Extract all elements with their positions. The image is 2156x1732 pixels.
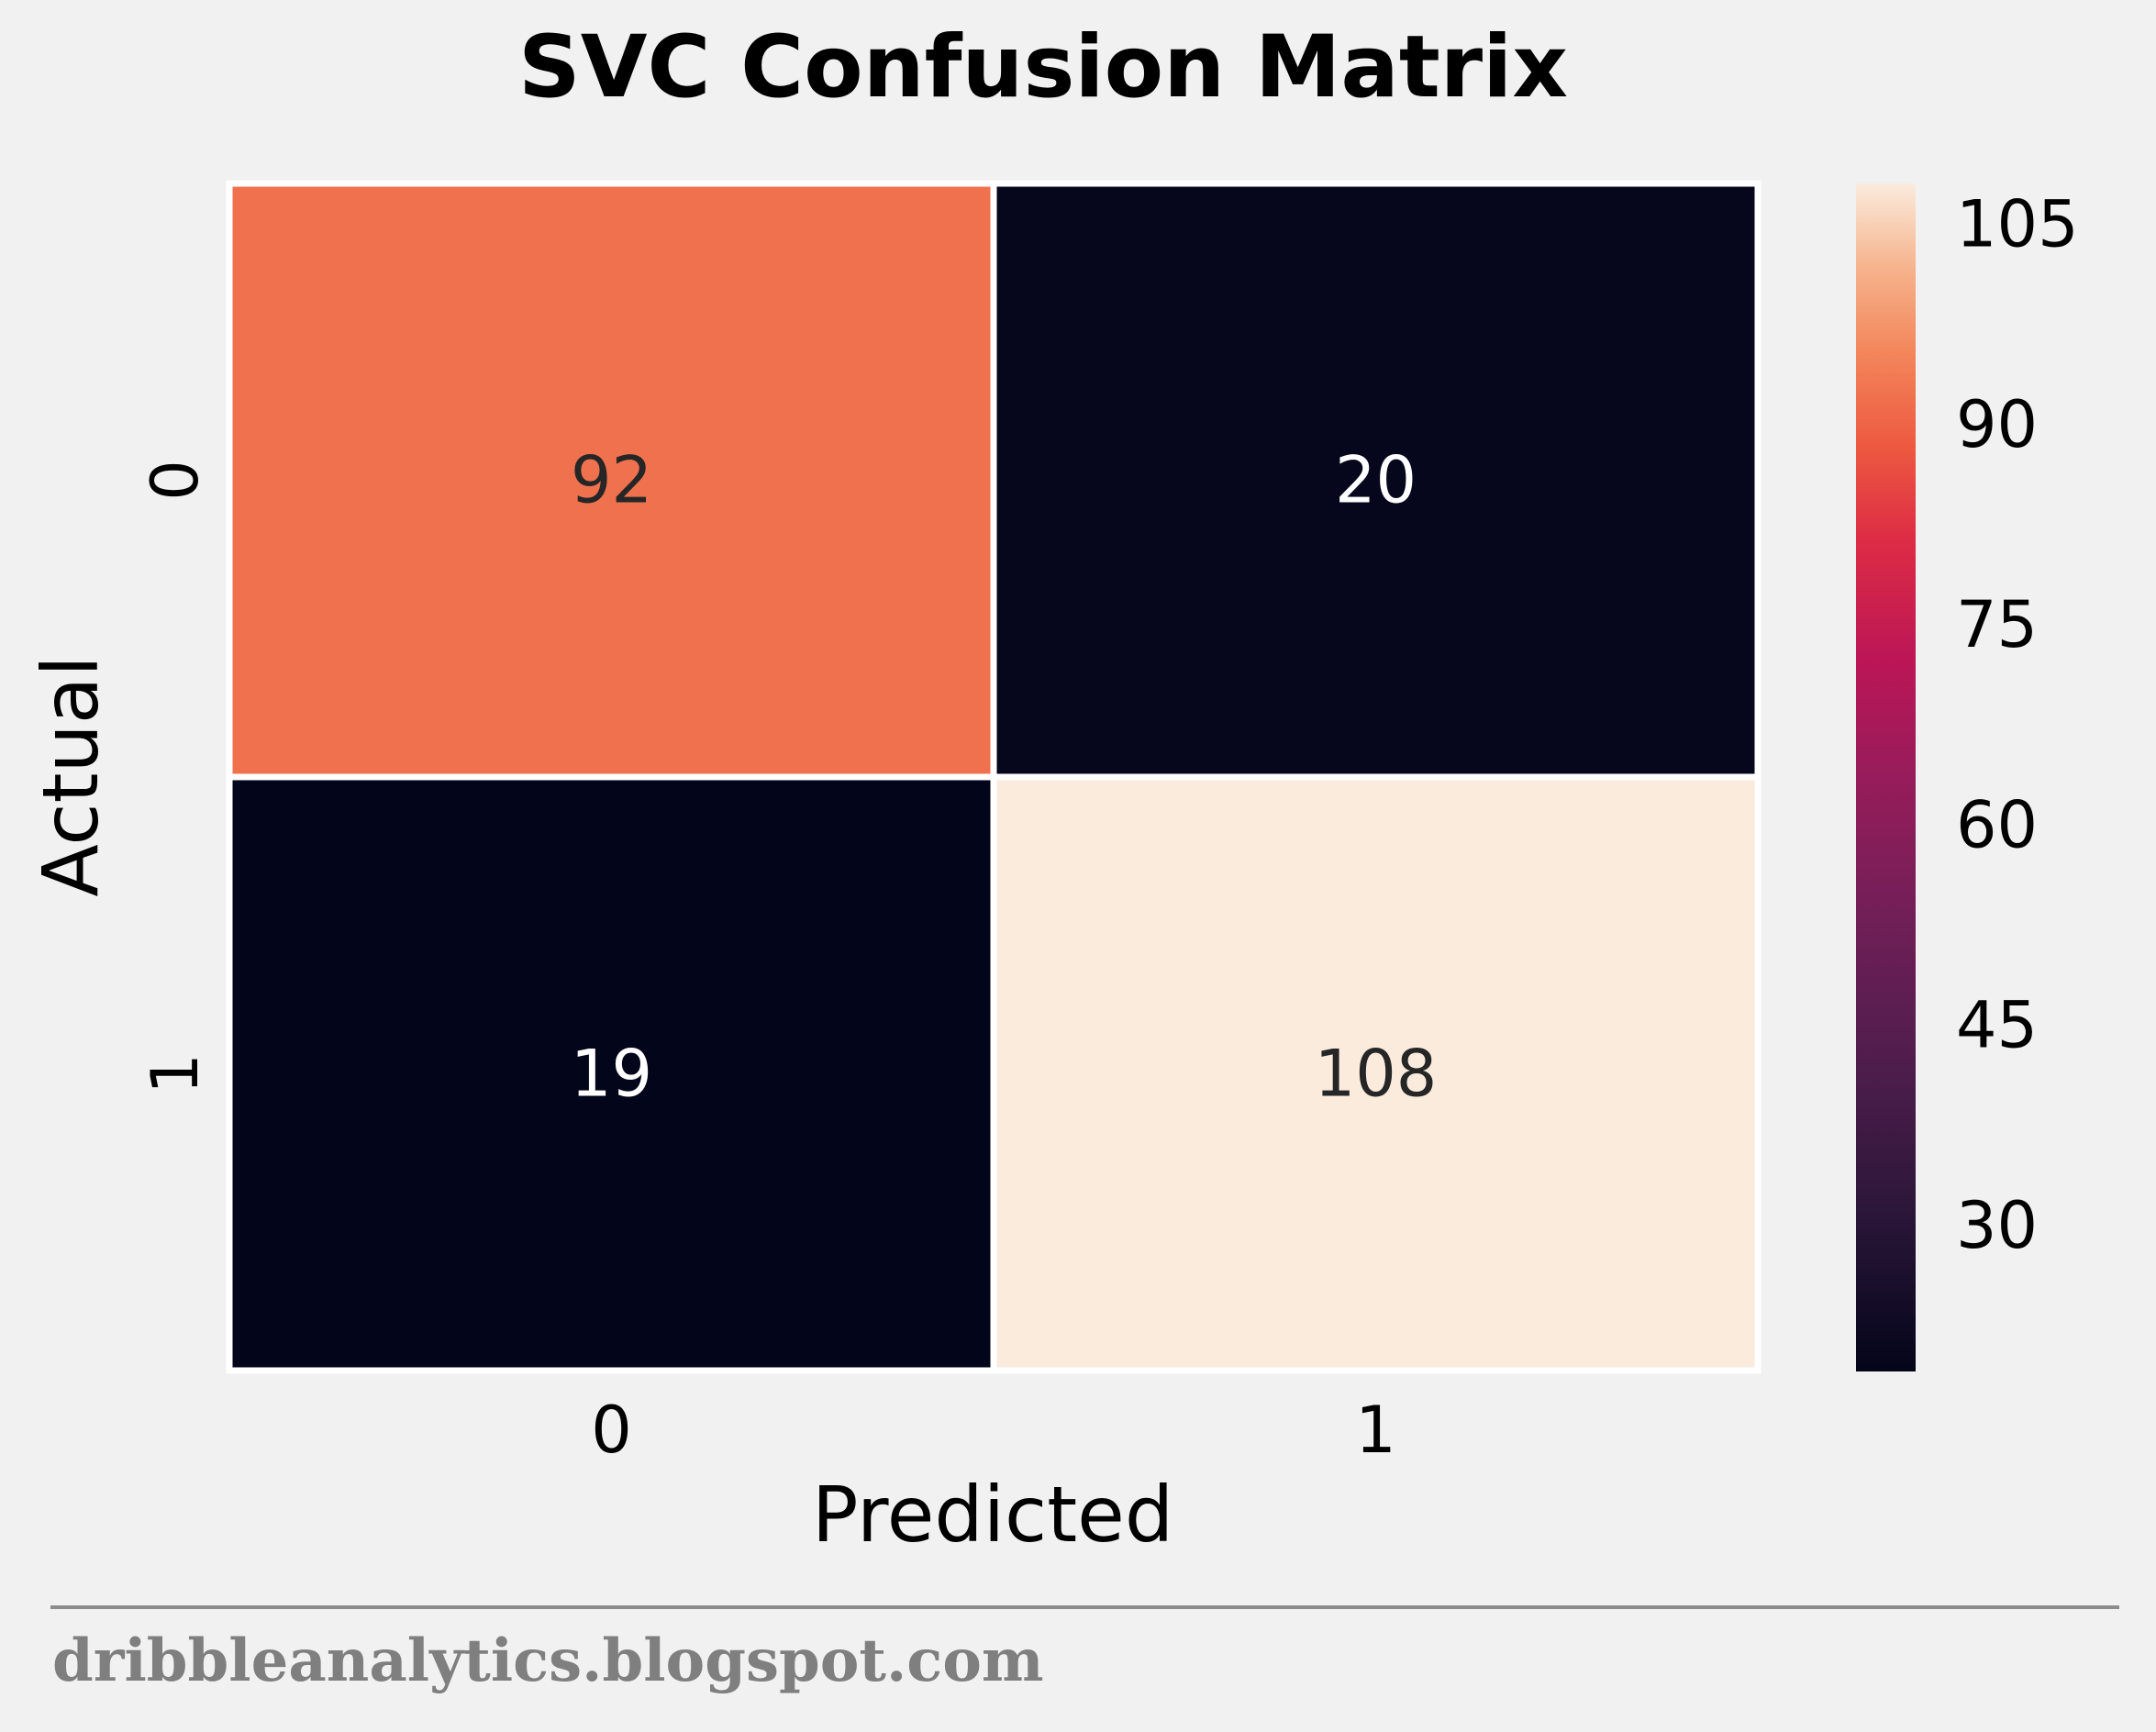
cell-value-label: 108 xyxy=(1315,1037,1438,1112)
heatmap-cell xyxy=(990,180,1761,781)
chart-title: SVC Confusion Matrix xyxy=(518,17,1568,117)
cell-value-label: 20 xyxy=(1335,443,1417,518)
cell-value-label: 92 xyxy=(571,443,652,518)
colorbar xyxy=(1856,183,1916,1371)
y-tick-label: 1 xyxy=(138,1053,213,1094)
y-tick-label: 0 xyxy=(138,460,213,501)
heatmap-cell xyxy=(226,773,997,1374)
x-tick-label: 0 xyxy=(591,1393,632,1468)
heatmap-cell xyxy=(226,180,997,781)
footer-source-text: dribbleanalytics.blogspot.com xyxy=(52,1627,1044,1695)
colorbar-tick-label: 30 xyxy=(1956,1188,2038,1263)
colorbar-tick-label: 90 xyxy=(1956,387,2038,462)
x-tick-label: 1 xyxy=(1355,1393,1396,1468)
colorbar-tick-label: 60 xyxy=(1956,787,2038,862)
colorbar-tick-label: 105 xyxy=(1956,187,2079,262)
colorbar-tick-label: 75 xyxy=(1956,587,2038,662)
heatmap-cell xyxy=(990,773,1761,1374)
y-axis-tick-labels: 01 xyxy=(138,460,213,1094)
colorbar-tick-labels: 30 45 60 75 90 105 xyxy=(1956,187,2079,1263)
y-axis-label: Actual xyxy=(26,655,116,896)
heatmap-cell-labels: 92 20 19 108 xyxy=(571,443,1437,1112)
colorbar-tick-label: 45 xyxy=(1956,988,2038,1063)
heatmap-cells xyxy=(226,180,1761,1374)
x-axis-label: Predicted xyxy=(812,1470,1173,1560)
cell-value-label: 19 xyxy=(571,1037,652,1112)
